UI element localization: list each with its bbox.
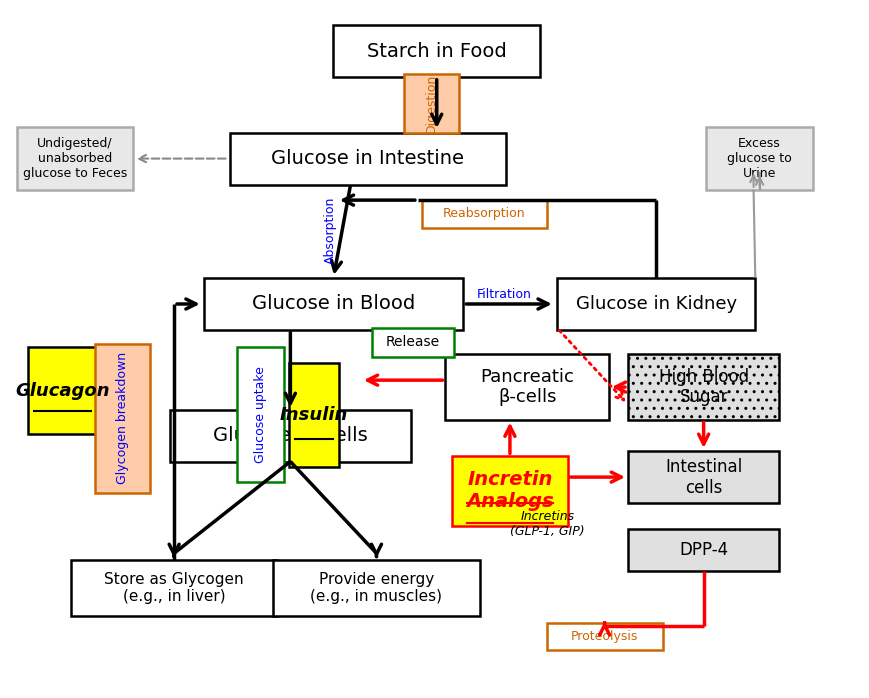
FancyBboxPatch shape — [404, 74, 458, 133]
Text: Glucose in Cells: Glucose in Cells — [213, 426, 368, 445]
Text: Release: Release — [385, 335, 439, 349]
Text: Glycogen breakdown: Glycogen breakdown — [116, 352, 129, 484]
FancyBboxPatch shape — [229, 133, 505, 184]
FancyBboxPatch shape — [70, 560, 277, 616]
FancyBboxPatch shape — [451, 456, 567, 526]
Text: Excess
glucose to
Urine: Excess glucose to Urine — [726, 137, 791, 180]
FancyBboxPatch shape — [445, 354, 608, 420]
FancyBboxPatch shape — [705, 128, 813, 190]
FancyBboxPatch shape — [273, 560, 479, 616]
Text: Incretins
(GLP-1, GIP): Incretins (GLP-1, GIP) — [510, 510, 585, 538]
Text: Incretin
Analogs: Incretin Analogs — [466, 470, 554, 512]
FancyBboxPatch shape — [421, 200, 546, 228]
FancyBboxPatch shape — [236, 348, 283, 482]
Text: Glucose in Blood: Glucose in Blood — [251, 295, 415, 313]
Text: Filtration: Filtration — [476, 288, 531, 302]
Text: Intestinal
cells: Intestinal cells — [664, 458, 741, 496]
Text: Glucose in Kidney: Glucose in Kidney — [575, 295, 736, 313]
Text: Insulin: Insulin — [279, 406, 348, 424]
Text: Proteolysis: Proteolysis — [570, 630, 638, 643]
FancyBboxPatch shape — [627, 529, 778, 570]
Text: Glucose in Intestine: Glucose in Intestine — [271, 149, 464, 168]
Text: Digestion: Digestion — [425, 73, 438, 133]
Text: Glucagon: Glucagon — [15, 382, 109, 399]
FancyBboxPatch shape — [333, 25, 540, 77]
Text: Reabsorption: Reabsorption — [442, 207, 525, 221]
FancyBboxPatch shape — [204, 278, 462, 330]
FancyBboxPatch shape — [17, 128, 133, 190]
FancyBboxPatch shape — [289, 363, 338, 467]
FancyBboxPatch shape — [546, 623, 662, 650]
FancyBboxPatch shape — [95, 344, 150, 493]
FancyBboxPatch shape — [169, 410, 410, 461]
FancyBboxPatch shape — [627, 354, 778, 420]
Text: Undigested/
unabsorbed
glucose to Feces: Undigested/ unabsorbed glucose to Feces — [23, 137, 127, 180]
Text: DPP-4: DPP-4 — [679, 541, 727, 559]
Text: Provide energy
(e.g., in muscles): Provide energy (e.g., in muscles) — [310, 572, 442, 604]
FancyBboxPatch shape — [371, 327, 453, 357]
Text: Pancreatic
β-cells: Pancreatic β-cells — [480, 368, 574, 406]
Text: Glucose uptake: Glucose uptake — [254, 366, 267, 463]
Text: Starch in Food: Starch in Food — [367, 42, 506, 61]
FancyBboxPatch shape — [557, 278, 754, 330]
FancyBboxPatch shape — [627, 451, 778, 503]
Text: High Blood
Sugar: High Blood Sugar — [658, 368, 748, 406]
FancyBboxPatch shape — [28, 348, 96, 434]
Text: Absorption: Absorption — [323, 196, 336, 264]
Text: Store as Glycogen
(e.g., in liver): Store as Glycogen (e.g., in liver) — [104, 572, 243, 604]
